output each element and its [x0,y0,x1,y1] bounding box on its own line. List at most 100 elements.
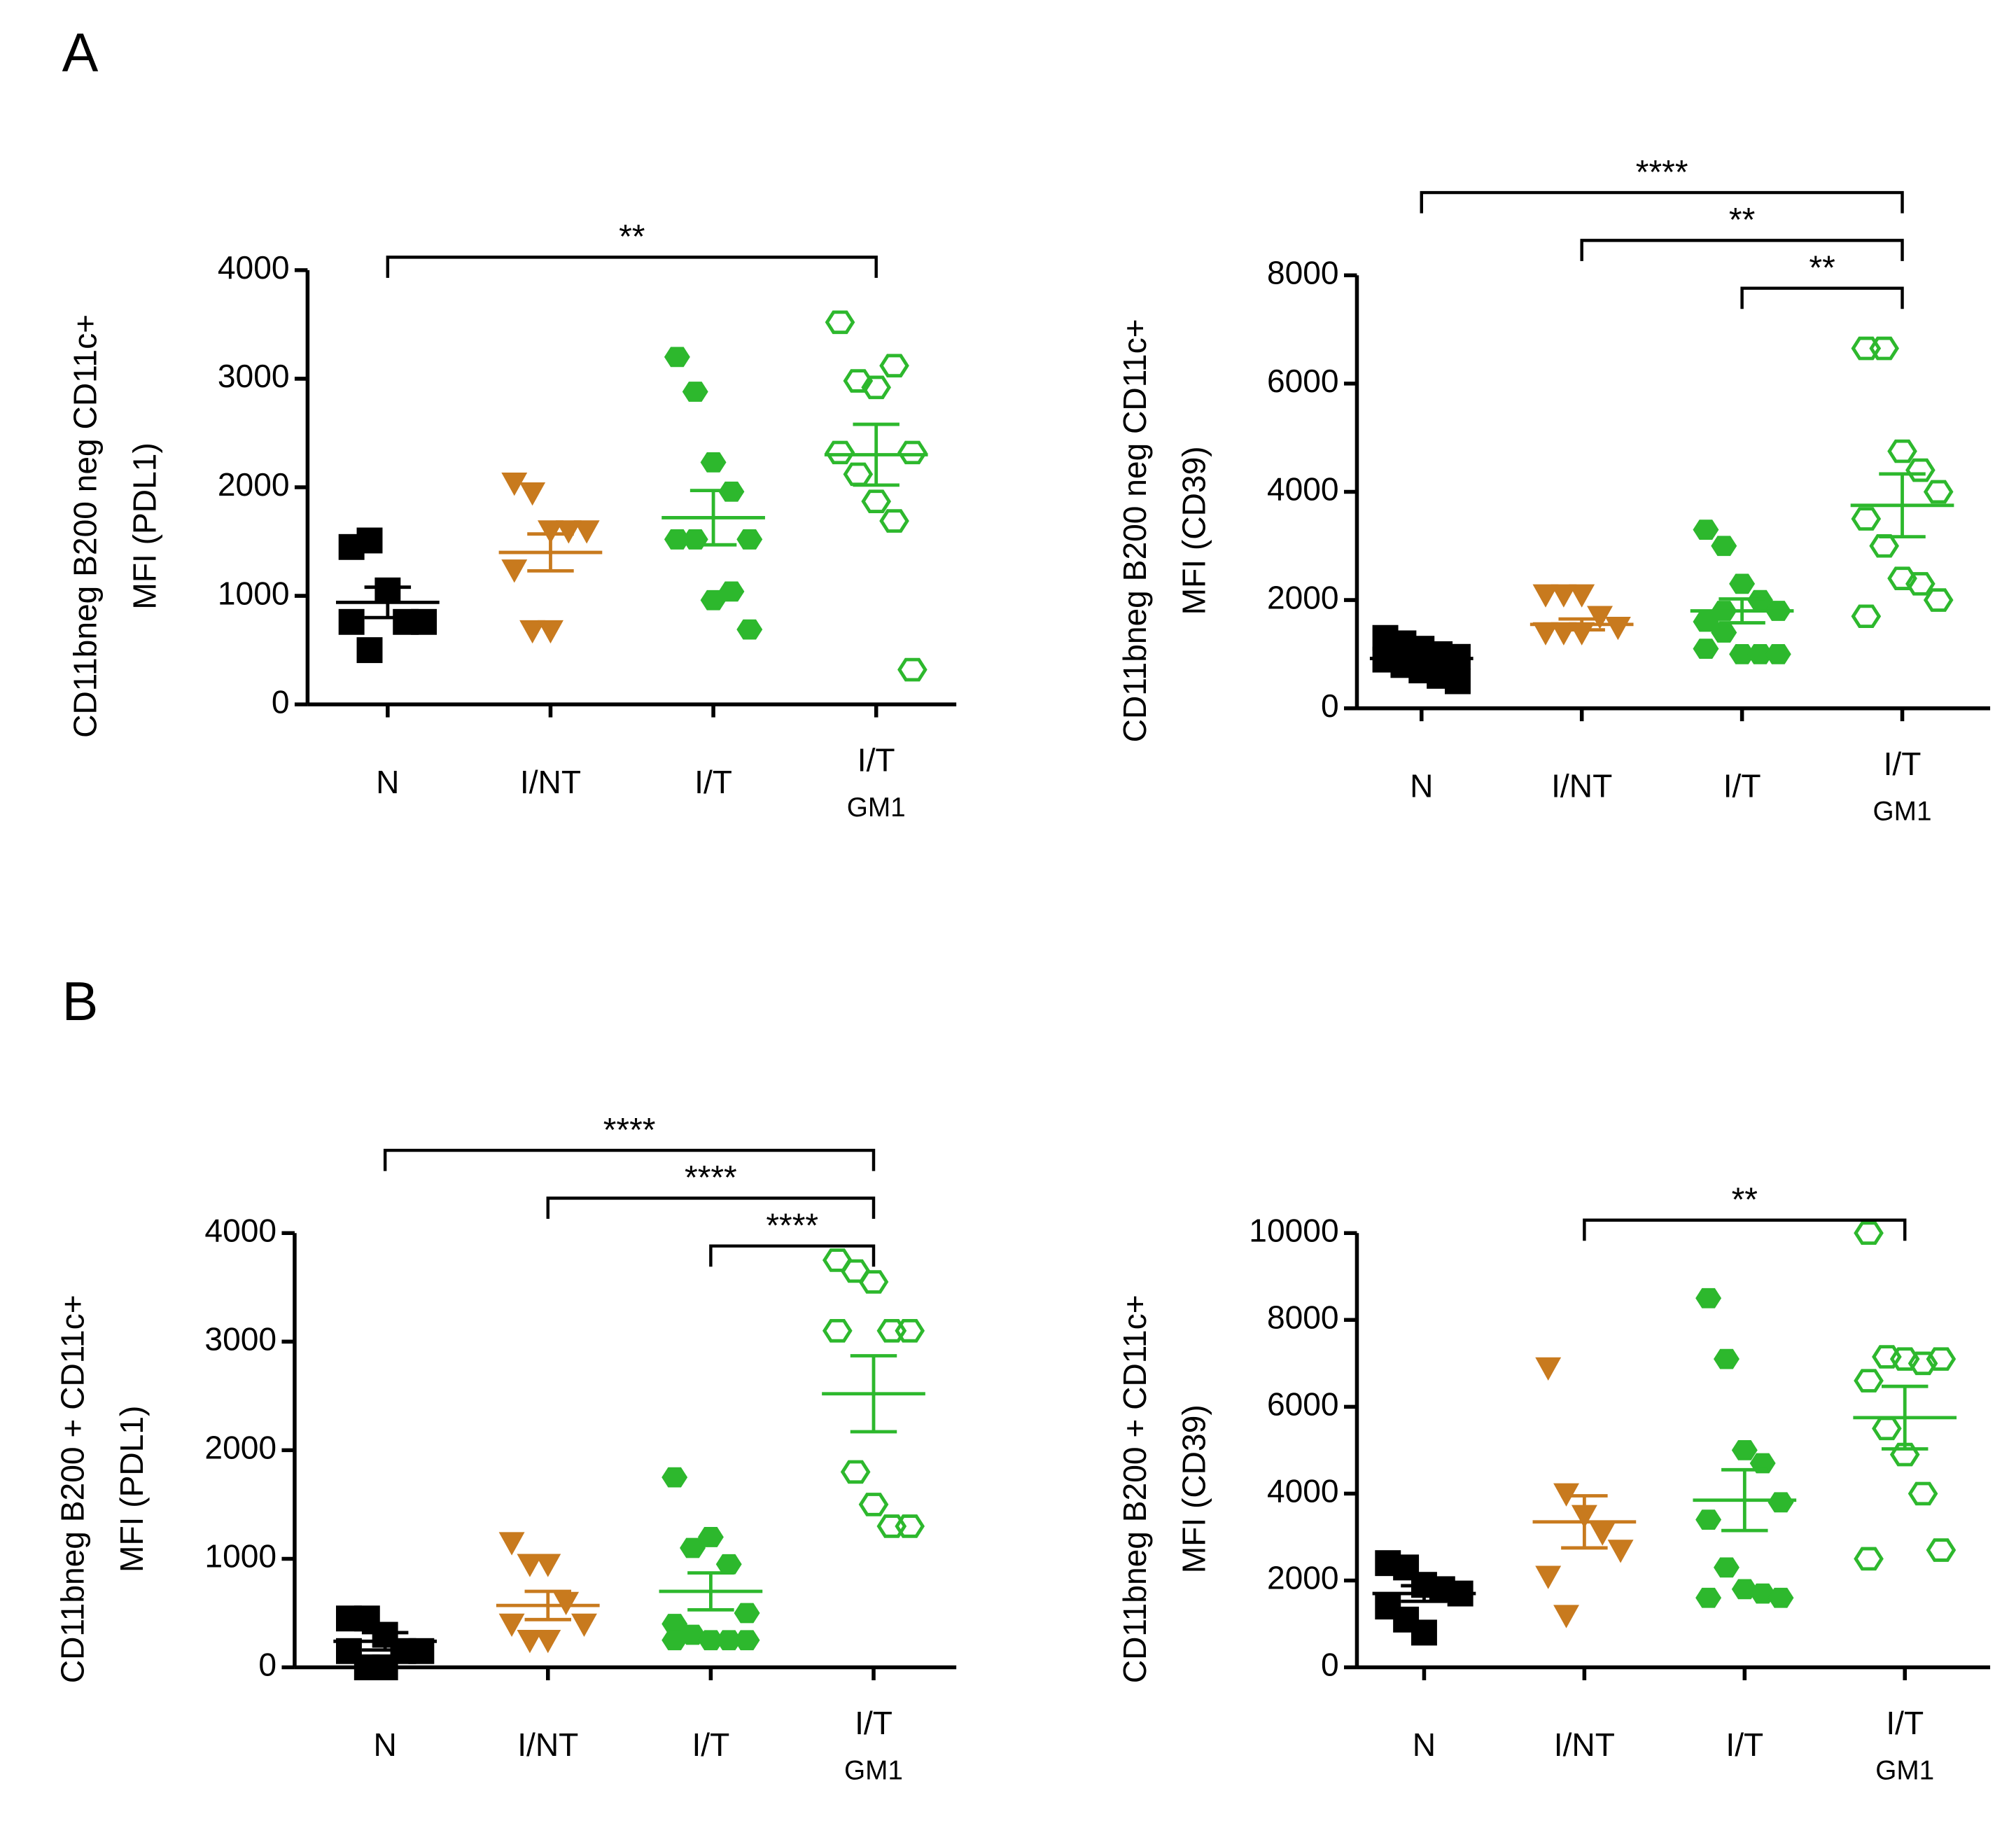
data-point [1693,519,1719,540]
x-tick-label: I/T [855,1705,892,1741]
x-tick-label: I/T [1726,1726,1763,1763]
data-point [1589,1522,1616,1546]
y-axis-label: CD11bneg B200 neg CD11c+ [1116,319,1153,742]
y-tick-label: 2000 [218,466,290,503]
data-point [356,637,383,664]
data-point [338,608,365,635]
data-point [1889,1347,1920,1371]
data-point [734,1630,760,1651]
x-tick-label: I/NT [517,1726,578,1763]
data-point [1445,668,1471,695]
significance-bracket [1583,1218,1907,1241]
significance-bracket [546,1196,876,1219]
data-point [861,375,892,400]
y-tick-label: 3000 [204,1320,276,1357]
data-point [682,382,708,402]
data-point [1695,1509,1722,1530]
data-point [1711,622,1737,643]
y-tick-label: 0 [1321,688,1339,724]
data-point [895,1514,925,1538]
data-point [573,520,600,544]
significance-bracket [386,256,878,278]
data-point [1604,616,1631,641]
x-tick-sublabel: GM1 [1875,1755,1934,1785]
data-point [571,1613,597,1637]
y-axis-label: MFI (PDL1) [113,1406,150,1572]
data-point [1550,622,1577,646]
x-tick-label: I/T [1884,746,1921,782]
data-point [879,354,909,378]
data-point [662,1614,688,1634]
y-tick-label: 4000 [1267,471,1339,508]
x-tick-label: I/T [858,741,895,778]
data-point [1695,1587,1722,1608]
significance-label: ** [1732,1182,1758,1219]
data-point [662,1467,688,1488]
x-tick-label: I/T [1886,1705,1924,1741]
data-point [1607,1540,1634,1563]
data-point [1731,1439,1758,1460]
data-point [1569,584,1595,608]
significance-label: **** [766,1208,818,1245]
data-point [1729,573,1756,594]
data-point [501,473,528,496]
data-point [1923,588,1954,612]
data-point [1923,480,1954,504]
data-point [501,559,528,583]
data-point [825,440,855,465]
data-point [1889,1442,1920,1467]
data-point [519,482,546,506]
y-tick-label: 4000 [218,249,290,286]
data-point [825,310,855,335]
data-point [700,452,727,473]
x-tick-label: N [1413,1726,1436,1763]
y-axis-label: MFI (CD39) [1176,446,1212,615]
data-point [517,1554,543,1577]
data-point [498,1532,525,1556]
data-point [1869,336,1900,361]
y-tick-label: 2000 [1267,1560,1339,1596]
data-point [1765,643,1791,664]
significance-label: **** [685,1159,737,1196]
y-tick-label: 6000 [1267,1386,1339,1423]
data-point [840,1460,871,1484]
data-point [553,1591,580,1615]
data-point [1869,533,1900,558]
y-axis-label: MFI (CD39) [1176,1404,1212,1573]
x-tick-label: I/NT [1551,767,1612,804]
data-point [1714,1557,1740,1578]
data-point [517,1630,543,1654]
y-tick-label: 4000 [1267,1473,1339,1509]
x-tick-label: I/T [1723,767,1761,804]
data-point [1729,643,1756,664]
x-tick-label: I/NT [1554,1726,1615,1763]
data-point [1854,1221,1884,1246]
panel-label: A [62,23,99,83]
data-point [897,440,927,465]
data-point [876,1319,907,1343]
data-point [1851,336,1882,361]
data-point [1851,507,1882,531]
data-point [858,1493,889,1516]
data-point [715,1630,742,1651]
data-point [1550,584,1577,608]
data-point [734,1603,760,1624]
data-point [535,1554,561,1577]
x-tick-label: N [1410,767,1433,804]
x-tick-label: N [376,764,399,800]
data-point [1926,1538,1956,1562]
y-tick-label: 2000 [1267,579,1339,615]
y-tick-label: 0 [1321,1647,1339,1683]
y-tick-label: 4000 [204,1212,276,1248]
data-point [1532,622,1559,646]
data-point [662,1630,688,1651]
data-point [843,462,874,487]
x-tick-sublabel: GM1 [844,1755,903,1785]
y-tick-label: 10000 [1249,1212,1338,1248]
data-point [1411,1619,1437,1646]
data-point [498,1613,525,1637]
significance-label: **** [1636,154,1688,191]
y-tick-label: 8000 [1267,254,1339,291]
data-point [697,1527,724,1547]
